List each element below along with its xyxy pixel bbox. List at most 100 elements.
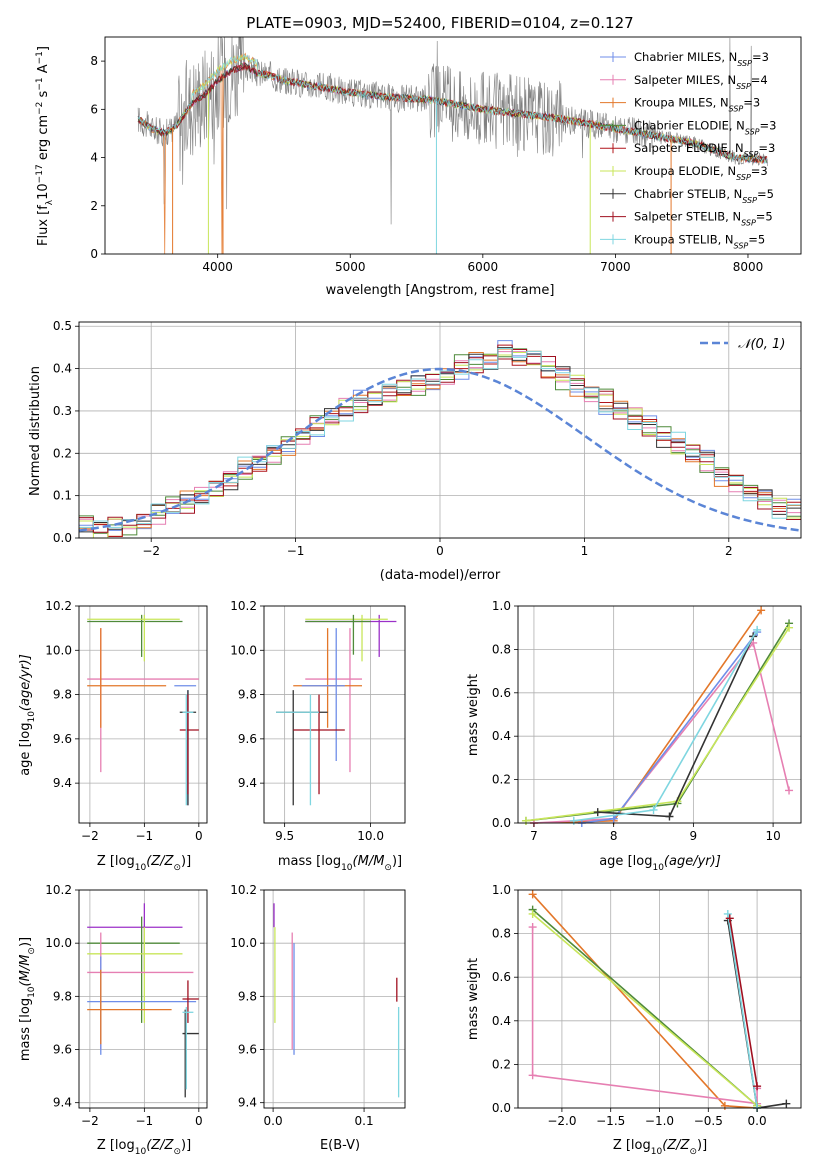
weight-vs-age-series	[593, 632, 758, 821]
age-vs-mass-axes: 9.5 10.0 9.4 9.6 9.8 10.0 10.2	[230, 599, 406, 843]
weight-vs-z-marker	[782, 1099, 791, 1108]
weight-vs-age-xlabel: age [log10(age/yr)]	[599, 854, 721, 873]
weight-vs-z-ytick-label: 1.0	[492, 883, 511, 897]
weight-vs-z-xtick-label: 0.0	[748, 1114, 767, 1128]
mass-vs-z-errorbar	[182, 1006, 194, 1090]
age-vs-mass-errorbar	[305, 614, 388, 662]
age-vs-z-errorbar	[182, 694, 194, 806]
weight-vs-age-marker	[521, 816, 530, 825]
weight-vs-age-line	[597, 636, 754, 818]
weight-vs-age-xtick-label: 9	[690, 829, 698, 843]
mass-vs-ebv-ytick-label: 9.6	[238, 1043, 257, 1057]
age-vs-z-panel: −2 −1 0 9.4 9.6 9.8 10.0 10.2 Z [log10(Z/Z⊙)] a…	[18, 599, 208, 873]
spectrum-model-line	[137, 54, 768, 165]
residuals-xtick-label: 2	[725, 544, 733, 558]
residuals-legend: 𝒩(0, 1)	[700, 337, 785, 352]
mass-vs-z-frame	[78, 889, 208, 1109]
mass-vs-ebv-frame	[263, 889, 406, 1109]
weight-vs-z-marker	[753, 1082, 762, 1091]
spectrum-legend-item: Chabrier MILES, NSSP=3	[600, 50, 769, 68]
weight-vs-age-ytick-label: 0.4	[492, 729, 511, 743]
mass-vs-z-errorbar	[87, 916, 180, 1023]
mass-vs-ebv-axes: 0.0 0.1 9.4 9.6 9.8 10.0 10.2	[230, 883, 406, 1128]
weight-vs-age-series	[529, 606, 766, 827]
weight-vs-z-line	[532, 913, 758, 1107]
weight-vs-age-line	[525, 627, 790, 822]
weight-vs-age-axes: 7 8 9 10 0.0 0.2 0.4 0.6 0.8 1.0	[492, 599, 802, 843]
weight-vs-age-marker	[649, 805, 658, 814]
mass-vs-z-errorbar	[87, 903, 183, 970]
weight-vs-age-marks	[521, 606, 794, 827]
age-vs-z-xtick-label: −2	[81, 829, 99, 843]
age-vs-mass-marks	[276, 614, 397, 806]
weight-vs-age-line	[581, 631, 758, 824]
mass-vs-z-xtick-label: −2	[81, 1114, 99, 1128]
legend-label: 𝒩(0, 1)	[738, 337, 785, 352]
spectrum-legend-item: Kroupa STELIB, NSSP=5	[600, 232, 765, 250]
mass-vs-ebv-xtick-label: 0.0	[264, 1114, 283, 1128]
residuals-grid	[79, 322, 801, 539]
spectrum-ytick-label: 0	[90, 247, 98, 261]
residuals-normal-curve	[78, 367, 802, 532]
weight-vs-z-axes: −2.0 −1.5 −1.0 −0.5 0.0 0.0 0.2 0.4 0.6 0.8 1.0	[492, 883, 802, 1128]
weight-vs-age-marker	[593, 808, 602, 817]
mass-vs-z-errorbar	[182, 1009, 199, 1098]
age-vs-mass-plot-area: 9.5 10.0 9.4 9.6 9.8 10.0 10.2	[230, 599, 406, 843]
mass-vs-z-ytick-label: 9.4	[53, 1096, 72, 1110]
weight-vs-age-line	[573, 629, 758, 822]
weight-vs-age-series	[569, 625, 762, 825]
mass-vs-z-errorbar	[87, 932, 194, 1050]
residuals-ytick-label: 0.5	[53, 319, 72, 333]
weight-vs-age-line	[533, 609, 762, 824]
weight-vs-z-line	[729, 918, 758, 1087]
spectrum-xtick-label: 5000	[335, 260, 366, 274]
mass-vs-ebv-ytick-label: 9.4	[238, 1096, 257, 1110]
residuals-frame	[78, 321, 802, 539]
weight-vs-age-frame	[517, 605, 802, 824]
spectrum-legend-item: Kroupa MILES, NSSP=3	[600, 96, 760, 113]
residuals-histogram	[79, 348, 801, 528]
weight-vs-z-xtick-label: −0.5	[694, 1114, 723, 1128]
age-vs-mass-xlabel: mass [log10(M/M⊙)]	[278, 854, 402, 873]
legend-label: Kroupa ELODIE, NSSP=3	[634, 164, 768, 182]
residuals-panel: −2 −1 0 1 2 0.0 0.1 0.2 0.3 0.4 0.5 𝒩(0, 1) (data-m…	[28, 319, 802, 583]
mass-vs-ebv-ytick-label: 10.2	[230, 883, 257, 897]
weight-vs-age-series	[521, 619, 794, 825]
spectrum-legend-item: Salpeter MILES, NSSP=4	[600, 73, 768, 90]
mass-vs-ebv-ytick-label: 9.8	[238, 989, 257, 1003]
age-vs-mass-ytick-label: 9.8	[238, 688, 257, 702]
residuals-plot-area: −2 −1 0 1 2 0.0 0.1 0.2 0.3 0.4 0.5 𝒩(0, 1)	[53, 319, 802, 558]
weight-vs-age-series	[529, 638, 794, 827]
residuals-xlabel: (data-model)/error	[380, 568, 501, 583]
weight-vs-z-line	[531, 927, 758, 1105]
spectrum-xlabel: wavelength [Angstrom, rest frame]	[326, 283, 555, 298]
weight-vs-z-marker	[528, 909, 537, 918]
weight-vs-age-series	[577, 628, 762, 827]
mass-vs-ebv-ytick-label: 10.0	[230, 936, 257, 950]
age-vs-z-errorbar	[87, 614, 180, 662]
weight-vs-z-frame	[517, 889, 802, 1109]
age-vs-z-xtick-label: −1	[136, 829, 154, 843]
mass-vs-z-xlabel: Z [log10(Z/Z⊙)]	[97, 1138, 191, 1157]
age-vs-mass-xtick-label: 10.0	[357, 829, 384, 843]
mass-vs-z-errorbar	[87, 969, 172, 1045]
weight-vs-age-line	[525, 622, 790, 822]
weight-vs-z-marker	[528, 890, 537, 899]
spectrum-legend-item: Salpeter STELIB, NSSP=5	[600, 210, 773, 227]
age-vs-z-ytick-label: 10.0	[45, 643, 72, 657]
age-vs-mass-ytick-label: 9.4	[238, 776, 257, 790]
mass-vs-z-errorbar	[87, 927, 183, 1023]
weight-vs-z-ytick-label: 0.8	[492, 927, 511, 941]
weight-vs-age-series	[521, 623, 794, 825]
age-vs-z-ytick-label: 10.2	[45, 599, 72, 613]
weight-vs-age-marker	[569, 816, 578, 825]
weight-vs-z-ytick-label: 0.2	[492, 1057, 511, 1071]
weight-vs-z-panel: −2.0 −1.5 −1.0 −0.5 0.0 0.0 0.2 0.4 0.6 0.8 1.0 Z …	[466, 883, 802, 1157]
age-vs-z-xlabel: Z [log10(Z/Z⊙)]	[97, 854, 191, 873]
residuals-axes: −2 −1 0 1 2 0.0 0.1 0.2 0.3 0.4 0.5	[53, 319, 802, 558]
spectrum-xtick-label: 6000	[468, 260, 499, 274]
weight-vs-z-ytick-label: 0.4	[492, 1014, 511, 1028]
age-vs-mass-panel: 9.5 10.0 9.4 9.6 9.8 10.0 10.2 mass [log10(M/M…	[230, 599, 406, 873]
age-vs-mass-errorbar	[305, 614, 371, 655]
residuals-xtick-label: −2	[142, 544, 160, 558]
